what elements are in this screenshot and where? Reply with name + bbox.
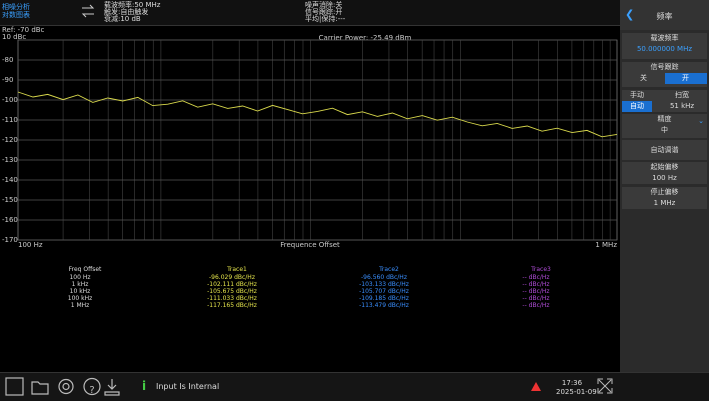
cell: Freq Offset [68, 266, 102, 273]
label: 载波频率 [650, 34, 679, 42]
message: Input Is Internal [156, 382, 220, 391]
y-tick-label: -110 [2, 116, 18, 124]
label: 起始偏移 [650, 163, 679, 171]
date: 2025-01-09 [556, 388, 597, 396]
cell: -117.165 dBc/Hz [207, 302, 257, 309]
cell: -96.029 dBc/Hz [209, 274, 255, 281]
stop-item[interactable]: 停止偏移 1 MHz [622, 187, 707, 209]
track-item[interactable]: 信号跟踪 关 开 [622, 62, 707, 87]
toolbar: ? [5, 377, 120, 396]
y-tick-label: -140 [2, 176, 18, 184]
y-tick-label: -170 [2, 236, 18, 244]
cell: -105.707 dBc/Hz [359, 288, 409, 295]
settings-btn[interactable] [58, 378, 74, 395]
cell: 10 kHz [69, 288, 91, 295]
cell: -- dBc/Hz [522, 295, 550, 302]
marker-table: Freq Offset Trace1 Trace2 Trace3 100 Hz -96.0… [0, 265, 620, 315]
average: 平均|保持:--- [305, 15, 346, 23]
start-item[interactable]: 起始偏移 100 Hz [622, 162, 707, 184]
trace [17, 91, 618, 138]
y-tick-label: -90 [2, 76, 13, 84]
carrier-item[interactable]: 载波频率 50.000000 MHz [622, 33, 707, 59]
y-tick-label: -80 [2, 56, 13, 64]
cell: -109.185 dBc/Hz [359, 295, 409, 302]
value: 中 [661, 126, 668, 134]
y-tick-label: -120 [2, 136, 18, 144]
chart-title: Carrier Power: -25.49 dBm [319, 34, 412, 42]
svg-text:?: ? [89, 385, 94, 396]
cell: -- dBc/Hz [522, 302, 550, 309]
time: 17:36 [561, 379, 583, 387]
screenshot-btn[interactable] [5, 377, 24, 396]
ref-label: Ref: -70 dBc [2, 26, 45, 34]
side-panel: ❮ 频率 载波频率 50.000000 MHz 信号跟踪 关 开 手动 自动 扫宽 … [620, 0, 709, 372]
on[interactable]: 开 [664, 73, 707, 84]
y-tick-label: -160 [2, 216, 18, 224]
off[interactable]: 关 [640, 74, 647, 82]
value: 51 kHz [669, 102, 695, 110]
cell: Trace2 [379, 266, 399, 273]
back[interactable]: ❮ [625, 8, 635, 21]
value: 1 MHz [653, 199, 676, 207]
trigger: 触发:自由触发 [104, 8, 149, 16]
save-btn[interactable] [104, 379, 120, 396]
folder-btn[interactable] [31, 381, 49, 395]
y-tick-label: -100 [2, 96, 18, 104]
cell: -103.133 dBc/Hz [359, 281, 409, 288]
view[interactable]: 对数图表 [2, 11, 30, 19]
scale-label: 10 dBc [2, 33, 26, 41]
cell: 1 kHz [71, 281, 89, 288]
mode[interactable]: 相噪分析 [2, 3, 30, 11]
signal-track: 信号跟踪:开 [305, 8, 343, 16]
cell: Trace1 [227, 266, 247, 273]
cell: -113.479 dBc/Hz [359, 302, 409, 309]
cell: -111.033 dBc/Hz [207, 295, 257, 302]
cell: -105.675 dBc/Hz [207, 288, 257, 295]
footer [0, 372, 709, 401]
precision-item[interactable]: 精度中 ⌄ [622, 114, 707, 138]
cell: 100 Hz [69, 274, 91, 281]
cell: -96.560 dBc/Hz [361, 274, 407, 281]
x-tick-label: 100 Hz [18, 241, 43, 249]
status-bar [0, 0, 620, 26]
swap-icon[interactable] [80, 4, 96, 18]
cell: Trace3 [531, 266, 551, 273]
value: 50.000000 MHz [636, 45, 693, 53]
chart: Ref: -70 dBc 10 dBc Carrier Power: -25.4… [2, 26, 618, 249]
label: 扫宽 [675, 91, 689, 99]
help-btn[interactable] [83, 377, 101, 396]
atten: 衰减:10 dB [104, 15, 141, 23]
y-tick-label: -150 [2, 196, 18, 204]
label: 精度 [657, 115, 672, 123]
cell: 100 kHz [67, 295, 93, 302]
cell: -102.111 dBc/Hz [207, 281, 257, 288]
span-item[interactable]: 手动 自动 扫宽 51 kHz [622, 90, 707, 112]
noise-cancel: 噪声消除:关 [305, 1, 343, 9]
cell: -- dBc/Hz [522, 274, 550, 281]
x-label: Frequence Offset [280, 241, 340, 249]
panel-title: 频率 [656, 12, 673, 21]
x-tick-label: 1 MHz [595, 241, 617, 249]
manual[interactable]: 手动 [630, 91, 644, 99]
warning[interactable] [531, 382, 541, 391]
fullscreen[interactable] [596, 377, 614, 395]
cell: -- dBc/Hz [522, 288, 550, 295]
y-tick-label: -130 [2, 156, 18, 164]
auto[interactable]: 自动 [622, 101, 652, 112]
label: 信号跟踪 [650, 63, 679, 71]
value: 100 Hz [652, 174, 677, 182]
auto-tune[interactable]: 自动调谐 [622, 140, 707, 160]
label: 停止偏移 [650, 188, 679, 196]
cell: -- dBc/Hz [522, 281, 550, 288]
carrier: 载波频率:50 MHz [104, 1, 161, 9]
cell: 1 MHz [70, 302, 90, 309]
